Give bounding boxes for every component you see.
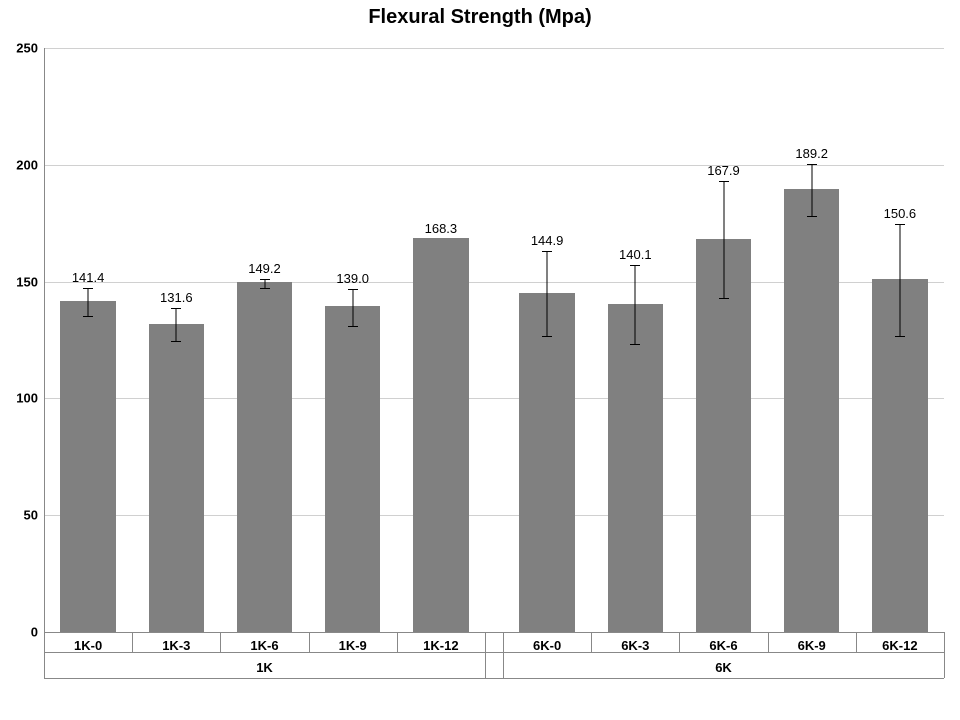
x-tick-label: 6K-3	[621, 638, 649, 653]
error-bar-cap	[807, 164, 817, 165]
error-bar	[88, 288, 89, 316]
error-bar-cap	[542, 336, 552, 337]
bar	[325, 306, 381, 632]
x-tick	[856, 632, 857, 652]
bar-value-label: 150.6	[884, 206, 917, 221]
error-bar-cap	[171, 341, 181, 342]
error-bar	[264, 279, 265, 288]
x-tick-label: 6K-12	[882, 638, 917, 653]
x-group-label: 1K	[256, 660, 273, 675]
bar	[149, 324, 205, 632]
gridline	[44, 48, 944, 49]
error-bar-cap	[630, 344, 640, 345]
y-tick-label: 150	[16, 274, 44, 289]
bar-value-label: 189.2	[795, 146, 828, 161]
bar-value-label: 167.9	[707, 163, 740, 178]
x-tick	[397, 632, 398, 652]
x-tick	[132, 632, 133, 652]
bar-value-label: 141.4	[72, 270, 105, 285]
error-bar-cap	[895, 336, 905, 337]
error-bar-cap	[807, 216, 817, 217]
x-tick-major	[503, 632, 504, 678]
bar-value-label: 131.6	[160, 290, 193, 305]
bar	[784, 189, 840, 632]
error-bar	[547, 251, 548, 335]
x-axis-line	[44, 632, 944, 633]
y-tick-label: 250	[16, 41, 44, 56]
y-tick-label: 50	[24, 508, 44, 523]
bar-value-label: 140.1	[619, 247, 652, 262]
x-tick-label: 1K-0	[74, 638, 102, 653]
error-bar-cap	[630, 265, 640, 266]
error-bar	[635, 265, 636, 344]
error-bar-cap	[83, 316, 93, 317]
bar-value-label: 144.9	[531, 233, 564, 248]
chart-container: Flexural Strength (Mpa) 0501001502002501…	[0, 0, 960, 720]
error-bar-cap	[171, 308, 181, 309]
x-tick-label: 1K-12	[423, 638, 458, 653]
y-tick-label: 100	[16, 391, 44, 406]
x-tick-label: 6K-0	[533, 638, 561, 653]
y-axis-line	[44, 48, 45, 632]
x-tick-label: 6K-9	[798, 638, 826, 653]
x-tick-label: 6K-6	[709, 638, 737, 653]
error-bar-cap	[83, 288, 93, 289]
error-bar-cap	[348, 289, 358, 290]
error-bar	[176, 308, 177, 341]
y-tick-label: 0	[31, 625, 44, 640]
x-axis-secondary-line	[44, 652, 944, 653]
error-bar	[811, 164, 812, 215]
x-tick	[220, 632, 221, 652]
x-tick-label: 1K-6	[250, 638, 278, 653]
x-tick-label: 1K-9	[339, 638, 367, 653]
bar	[608, 304, 664, 632]
bar-value-label: 149.2	[248, 261, 281, 276]
x-tick	[679, 632, 680, 652]
error-bar-cap	[895, 224, 905, 225]
x-group-label: 6K	[715, 660, 732, 675]
bar-value-label: 168.3	[425, 221, 458, 236]
error-bar-cap	[260, 279, 270, 280]
x-tick-label: 1K-3	[162, 638, 190, 653]
x-tick	[591, 632, 592, 652]
x-tick	[768, 632, 769, 652]
x-tick-major	[944, 632, 945, 678]
bar	[237, 282, 293, 632]
error-bar-cap	[348, 326, 358, 327]
x-tick	[44, 632, 45, 678]
error-bar-cap	[260, 288, 270, 289]
error-bar	[352, 289, 353, 326]
bar	[60, 301, 116, 632]
error-bar	[899, 224, 900, 336]
plot-area: 050100150200250141.41K-0131.61K-3149.21K…	[44, 48, 944, 632]
bar	[519, 293, 575, 632]
x-axis-tertiary-line	[44, 678, 944, 679]
chart-title: Flexural Strength (Mpa)	[0, 6, 960, 29]
y-tick-label: 200	[16, 157, 44, 172]
error-bar-cap	[542, 251, 552, 252]
bar	[413, 238, 469, 632]
error-bar-cap	[719, 298, 729, 299]
x-tick-major	[485, 632, 486, 678]
error-bar	[723, 181, 724, 298]
bar-value-label: 139.0	[336, 271, 369, 286]
error-bar-cap	[719, 181, 729, 182]
x-tick	[309, 632, 310, 652]
